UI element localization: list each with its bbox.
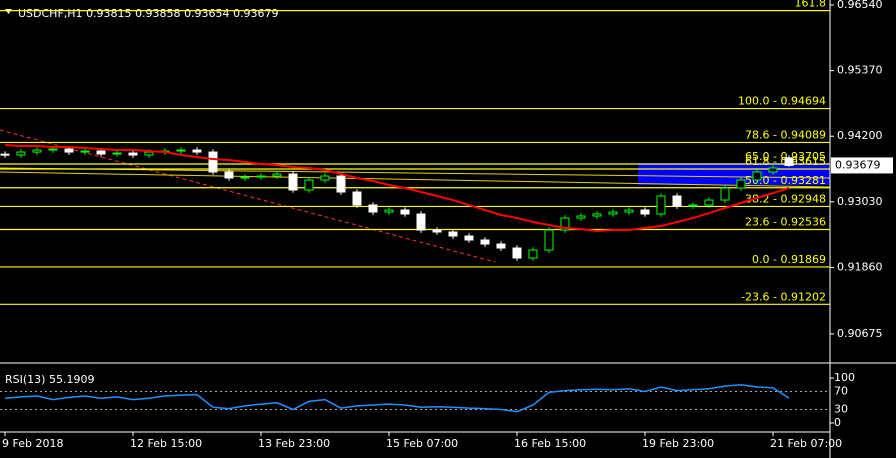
candle-body	[368, 204, 378, 213]
candle-body	[96, 150, 106, 155]
candle-body	[192, 149, 202, 153]
candle-body	[576, 215, 586, 219]
x-tick-label: 9 Feb 2018	[2, 437, 63, 450]
candle-body	[672, 195, 682, 207]
fib-label: 78.6 - 0.94089	[745, 128, 826, 141]
fib-label: 0.0 - 0.91869	[752, 253, 826, 266]
y-tick-label: 0.95370	[837, 64, 883, 77]
x-tick-label: 13 Feb 23:00	[258, 437, 330, 450]
y-tick-label: 0.94200	[837, 129, 883, 142]
y-tick-label: 100	[834, 371, 855, 384]
candle-body	[304, 179, 314, 191]
x-tick-label: 15 Feb 07:00	[386, 437, 458, 450]
candle-body	[128, 152, 138, 156]
trend-line	[0, 171, 831, 188]
candle-body	[144, 151, 154, 156]
x-tick-label: 21 Feb 07:00	[770, 437, 842, 450]
candle-body	[64, 148, 74, 153]
candle-body	[256, 175, 266, 178]
candle-body	[176, 149, 186, 152]
candle-body	[240, 176, 250, 179]
candle-body	[432, 229, 442, 233]
y-tick-label: 0.96540	[837, 0, 883, 11]
x-tick-label: 19 Feb 23:00	[642, 437, 714, 450]
candle-body	[112, 152, 122, 155]
candle-body	[624, 209, 634, 213]
y-tick-label: 70	[834, 385, 848, 398]
rsi-header: RSI(13) 55.1909	[5, 373, 94, 386]
candle-body	[736, 179, 746, 189]
fib-label: 100.0 - 0.94694	[738, 95, 826, 108]
candle-body	[720, 187, 730, 201]
y-tick-label: 0.90675	[837, 327, 883, 340]
candle-body	[352, 191, 362, 206]
candle-body	[288, 173, 298, 191]
candle-body	[16, 151, 26, 156]
candle-body	[752, 171, 762, 181]
candle-body	[544, 229, 554, 251]
symbol: USDCHF,H1	[18, 7, 83, 20]
candle-body	[80, 150, 90, 153]
x-tick-label: 16 Feb 15:00	[514, 437, 586, 450]
fib-label: 23.6 - 0.92536	[745, 216, 826, 229]
candle-body	[448, 231, 458, 237]
candle-body	[0, 153, 10, 156]
candle-body	[768, 167, 778, 173]
candle-body	[688, 204, 698, 207]
y-tick-label: 0	[834, 416, 841, 429]
candle-body	[704, 199, 714, 206]
candle-body	[400, 209, 410, 215]
candle-body	[528, 249, 538, 259]
candle-body	[272, 173, 282, 177]
ohlc-high: 0.93858	[135, 7, 181, 20]
candle-body	[320, 175, 330, 181]
candle-body	[496, 243, 506, 249]
candle-body	[224, 171, 234, 179]
candle-body	[32, 149, 42, 153]
ohlc-close: 0.93679	[233, 7, 279, 20]
price-tag	[831, 157, 893, 174]
candle-body	[640, 209, 650, 215]
rsi-value: 55.1909	[49, 373, 95, 386]
candle-body	[592, 213, 602, 217]
fib-label: 161.8	[795, 0, 827, 10]
fib-label: -23.6 - 0.91202	[741, 290, 826, 303]
candle-body	[560, 217, 570, 231]
candle-body	[464, 235, 474, 241]
candle-body	[384, 209, 394, 213]
trend-line	[0, 167, 831, 179]
candle-body	[480, 239, 490, 245]
moving-average	[4, 144, 790, 233]
x-tick-label: 12 Feb 15:00	[130, 437, 202, 450]
candle-body	[416, 213, 426, 231]
candle-body	[336, 175, 346, 193]
candle-body	[48, 148, 58, 151]
fib-label: 50.0 - 0.93281	[745, 174, 826, 187]
candle-body	[784, 157, 794, 166]
y-tick-label: 0.93030	[837, 195, 883, 208]
candle-body	[512, 247, 522, 259]
header: USDCHF,H1 0.93815 0.93858 0.93654 0.9367…	[18, 7, 279, 20]
ohlc-low: 0.93654	[184, 7, 230, 20]
y-tick-label: 0.91860	[837, 260, 883, 273]
candle-body	[208, 151, 218, 173]
ohlc-open: 0.93815	[86, 7, 132, 20]
candle-body	[656, 195, 666, 215]
fib-label: 65.0 - 0.93705	[745, 150, 826, 163]
rsi-line	[4, 383, 790, 413]
y-tick-label: 30	[834, 403, 848, 416]
rsi-title: RSI(13)	[5, 373, 45, 386]
candle-body	[608, 211, 618, 215]
price-tag-label: 0.93679	[835, 158, 881, 171]
